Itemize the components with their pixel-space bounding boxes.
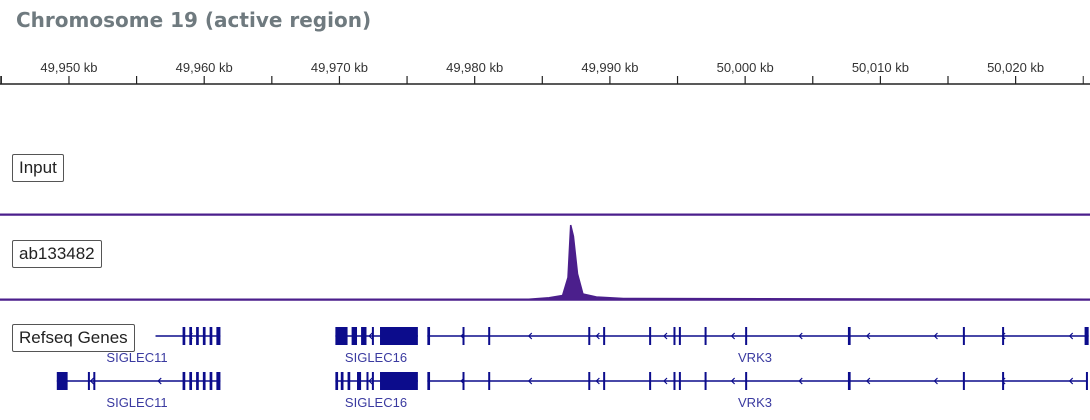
gene-exon [962, 327, 965, 345]
strand-arrow [595, 332, 600, 340]
gene-exon [189, 372, 193, 390]
gene-exon [427, 372, 431, 390]
gene-exon [488, 372, 491, 390]
gene-exon [357, 372, 362, 390]
axis-tick-label: 49,970 kb [311, 60, 368, 75]
strand-arrow [798, 377, 803, 385]
gene-exon [462, 372, 465, 390]
signal-track-input [0, 213, 1090, 216]
axis-tick-label: 49,990 kb [581, 60, 638, 75]
gene-exon [56, 372, 68, 390]
gene-exon [196, 327, 199, 345]
strand-arrow [933, 377, 938, 385]
gene-label: SIGLEC11 [106, 395, 167, 410]
gene-exon [603, 327, 606, 345]
gene-exon [745, 327, 748, 345]
strand-arrow [368, 377, 373, 385]
strand-arrow [527, 332, 533, 340]
strand-arrow [933, 332, 938, 340]
gene-label: VRK3 [738, 395, 772, 410]
gene-exon [462, 327, 465, 345]
gene-exon [678, 327, 681, 345]
strand-arrow [527, 377, 533, 385]
track-label-ab133482[interactable]: ab133482 [12, 240, 102, 268]
strand-arrow [866, 377, 871, 385]
axis-tick-label: 50,020 kb [987, 60, 1044, 75]
axis-tick-label: 49,960 kb [176, 60, 233, 75]
gene-exon [202, 372, 206, 390]
gene-exon [371, 327, 374, 345]
strand-arrow [1068, 332, 1074, 340]
strand-arrow [89, 377, 95, 385]
strand-arrow [866, 332, 871, 340]
gene-exon [380, 327, 418, 345]
gene-exon [588, 372, 591, 390]
gene-exon [427, 327, 431, 345]
page-title: Chromosome 19 (active region) [16, 8, 372, 32]
gene-exon [87, 372, 90, 390]
gene-exon [649, 327, 652, 345]
gene-exon [704, 327, 707, 345]
gene-exon [371, 372, 374, 390]
strand-arrow [368, 332, 373, 340]
gene-exon [182, 372, 186, 390]
gene-exon [366, 372, 369, 390]
gene-exon [603, 372, 606, 390]
gene-exon [216, 372, 221, 390]
gene-exon [745, 372, 748, 390]
gene-exon [678, 372, 681, 390]
gene-exon [335, 372, 339, 390]
gene-exon [1085, 372, 1088, 390]
gene-exon [488, 327, 491, 345]
gene-label: VRK3 [738, 350, 772, 365]
gene-label: SIGLEC16 [345, 395, 407, 410]
gene-exon [588, 327, 591, 345]
gene-exon [649, 372, 652, 390]
axis-tick-label: 50,010 kb [852, 60, 909, 75]
gene-exon [335, 327, 348, 345]
axis-tick-label: 50,000 kb [717, 60, 774, 75]
gene-exon [673, 372, 676, 390]
gene-exon [361, 327, 367, 345]
gene-label: SIGLEC16 [345, 350, 407, 365]
gene-exon [351, 327, 358, 345]
gene-exon [182, 327, 186, 345]
gene-exon [1084, 327, 1089, 345]
strand-arrow [663, 377, 668, 385]
gene-exon [704, 372, 707, 390]
gene-exon [380, 372, 418, 390]
axis-tick-label: 49,980 kb [446, 60, 503, 75]
strand-arrow [595, 377, 600, 385]
gene-label: SIGLEC11 [106, 350, 167, 365]
strand-arrow [1068, 377, 1074, 385]
strand-arrow [730, 377, 736, 385]
gene-exon [93, 372, 96, 390]
gene-exon [847, 372, 851, 390]
strand-arrow [730, 332, 736, 340]
gene-exon [196, 372, 199, 390]
gene-exon [202, 327, 206, 345]
gene-exon [1002, 327, 1005, 345]
gene-exon [847, 327, 851, 345]
signal-track-ab133482 [0, 224, 1090, 301]
strand-arrow [798, 332, 803, 340]
gene-exon [216, 327, 221, 345]
gene-exon [1002, 372, 1005, 390]
axis-tick-label: 49,950 kb [40, 60, 97, 75]
gene-exon [209, 327, 213, 345]
gene-exon [347, 372, 351, 390]
strand-arrow [157, 377, 162, 385]
gene-exon [962, 372, 965, 390]
track-label-input[interactable]: Input [12, 154, 64, 182]
gene-exon [189, 327, 193, 345]
strand-arrow [663, 332, 668, 340]
gene-exon [340, 372, 344, 390]
track-label-refseq-genes[interactable]: Refseq Genes [12, 324, 135, 352]
gene-exon [673, 327, 676, 345]
gene-exon [209, 372, 213, 390]
